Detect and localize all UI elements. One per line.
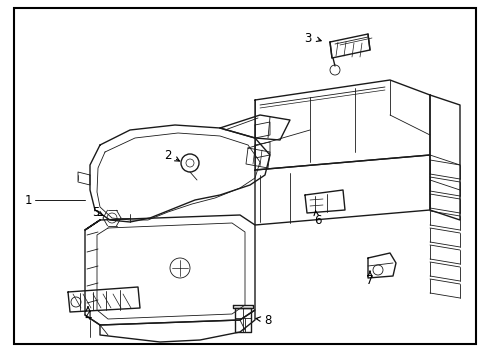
Text: 1: 1 [24,194,32,207]
Text: 4: 4 [84,310,92,323]
Text: 8: 8 [264,314,271,327]
Text: 7: 7 [366,274,374,287]
Text: 2: 2 [164,149,172,162]
Text: 6: 6 [314,213,322,226]
Text: 5: 5 [92,206,99,219]
Text: 3: 3 [304,32,312,45]
